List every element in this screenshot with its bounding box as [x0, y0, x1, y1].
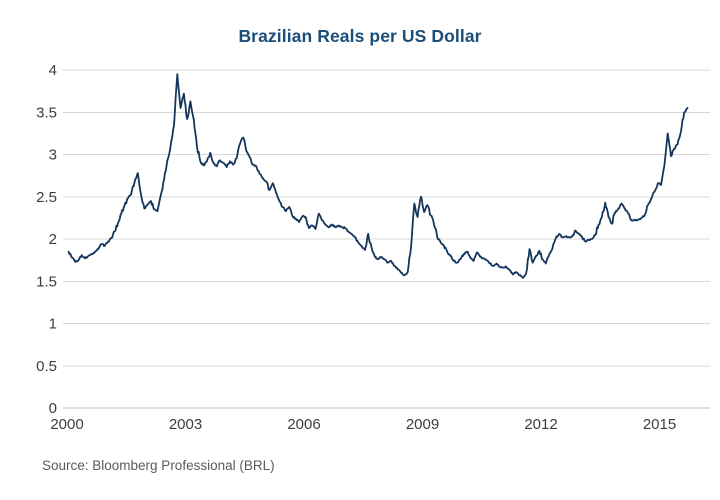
y-tick-label: 1	[49, 316, 57, 333]
x-tick-label: 2003	[169, 416, 202, 433]
chart-title: Brazilian Reals per US Dollar	[238, 26, 482, 46]
exchange-rate-line	[67, 73, 689, 279]
y-tick-label: 3.5	[36, 104, 57, 121]
y-tick-label: 3	[49, 147, 57, 164]
y-tick-label: 2.5	[36, 189, 57, 206]
x-tick-label: 2006	[287, 416, 320, 433]
y-tick-label: 1.5	[36, 273, 57, 290]
source-caption: Source: Bloomberg Professional (BRL)	[42, 458, 275, 473]
y-tick-label: 0	[49, 400, 57, 417]
y-tick-label: 0.5	[36, 358, 57, 375]
x-tick-label: 2015	[643, 416, 676, 433]
y-tick-label: 4	[49, 62, 57, 79]
x-tick-label: 2009	[406, 416, 439, 433]
y-tick-label: 2	[49, 231, 57, 248]
x-tick-label: 2012	[524, 416, 557, 433]
x-tick-label: 2000	[50, 416, 83, 433]
